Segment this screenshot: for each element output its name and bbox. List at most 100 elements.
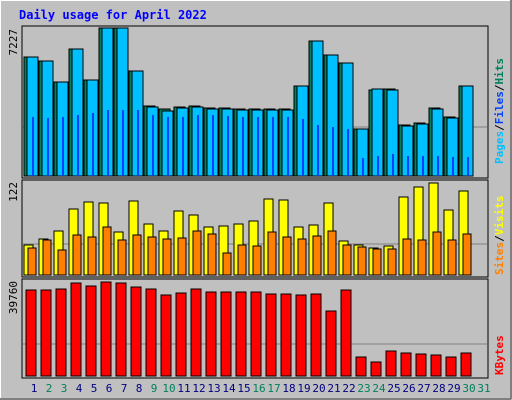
kbytes-bar-15 [235,291,247,377]
kbytes-bar-7 [115,282,127,377]
sites-bar-17 [267,231,277,276]
sites-bar-15 [237,244,247,276]
day-label-7: 7 [121,382,128,395]
kbytes-bar-27 [415,353,427,377]
files-bar-26 [407,156,409,176]
files-bar-10 [167,117,169,176]
panel-hits: 7227 Pages/Files/Hits [7,25,506,179]
kbytes-bar-25 [385,350,397,377]
sites-bar-7 [117,239,127,276]
day-label-20: 20 [312,382,325,395]
files-bar-15 [242,117,244,176]
kbytes-bar-19 [295,294,307,377]
day-label-31: 31 [477,382,490,395]
sites-bar-1 [27,247,37,276]
files-bar-27 [422,156,424,176]
day-label-3: 3 [61,382,68,395]
sites-bar-28 [432,231,442,276]
files-bar-1 [32,117,34,176]
legend-sep-2: / [493,84,506,91]
files-bar-13 [212,115,214,176]
kbytes-bar-26 [400,352,412,377]
kbytes-bar-23 [355,356,367,377]
sites-bar-9 [147,236,157,276]
files-bar-5 [92,113,94,176]
files-bar-28 [437,156,439,176]
day-label-22: 22 [342,382,355,395]
chart-title: Daily usage for April 2022 [19,8,207,22]
day-label-30: 30 [462,382,475,395]
sites-bar-10 [162,238,172,276]
files-bar-3 [62,117,64,176]
sites-bar-21 [327,230,337,276]
files-bar-14 [227,116,229,176]
day-label-13: 13 [207,382,220,395]
kbytes-bar-1 [25,289,37,377]
kbytes-bar-5 [85,285,97,377]
legend-sites: Sites [493,242,506,275]
files-bar-24 [377,156,379,176]
kbytes-bar-8 [130,286,142,377]
kbytes-bar-6 [100,281,112,377]
sites-bar-3 [57,249,67,276]
kbytes-bar-4 [70,282,82,377]
day-label-5: 5 [91,382,98,395]
legend-files: Files [493,91,506,124]
files-bar-4 [77,115,79,176]
panel-hits-legend: Pages/Files/Hits [493,58,506,164]
kbytes-bar-29 [445,356,457,377]
files-bar-30 [467,157,469,176]
panel-visits: 122 Sites/Visits [7,179,506,278]
sites-bar-24 [372,248,382,276]
sites-bar-13 [207,233,217,276]
sites-bar-22 [342,244,352,276]
sites-bar-12 [192,230,202,276]
day-label-8: 8 [136,382,143,395]
kbytes-bar-11 [175,292,187,377]
sites-bar-25 [387,248,397,276]
sites-bar-18 [282,236,292,276]
files-bar-8 [137,110,139,176]
day-label-26: 26 [402,382,415,395]
sites-bar-20 [312,235,322,276]
files-bar-23 [362,158,364,176]
files-bar-7 [122,110,124,176]
legend-hits: Hits [493,58,506,85]
kbytes-bar-14 [220,291,232,377]
sites-bar-11 [177,237,187,276]
sites-bar-14 [222,252,232,276]
files-bar-18 [287,117,289,176]
kbytes-bar-12 [190,288,202,377]
files-bar-6 [107,110,109,176]
legend-visits: Visits [493,196,506,236]
files-bar-29 [452,157,454,176]
day-label-15: 15 [237,382,250,395]
day-label-6: 6 [106,382,113,395]
visits-bars [23,182,472,276]
day-label-19: 19 [297,382,310,395]
day-label-25: 25 [387,382,400,395]
kbytes-bars [25,281,472,377]
kbytes-bar-2 [40,289,52,377]
day-label-4: 4 [76,382,83,395]
svg-text:Pages/Files/Hits: Pages/Files/Hits [493,58,506,164]
kbytes-bar-17 [265,293,277,377]
files-bar-2 [47,118,49,176]
kbytes-bar-21 [325,310,337,377]
kbytes-bar-10 [160,294,172,377]
panel-visits-legend: Sites/Visits [493,196,506,276]
panel-visits-ymax: 122 [7,182,20,202]
day-label-16: 16 [252,382,265,395]
sites-bar-19 [297,238,307,276]
kbytes-bar-18 [280,293,292,377]
day-label-28: 28 [432,382,445,395]
day-label-24: 24 [372,382,386,395]
day-label-10: 10 [162,382,175,395]
kbytes-bar-9 [145,288,157,377]
day-label-12: 12 [192,382,205,395]
day-label-21: 21 [327,382,340,395]
day-label-23: 23 [357,382,370,395]
day-label-9: 9 [151,382,158,395]
panel-kbytes: 39760 KBytes [7,278,506,379]
